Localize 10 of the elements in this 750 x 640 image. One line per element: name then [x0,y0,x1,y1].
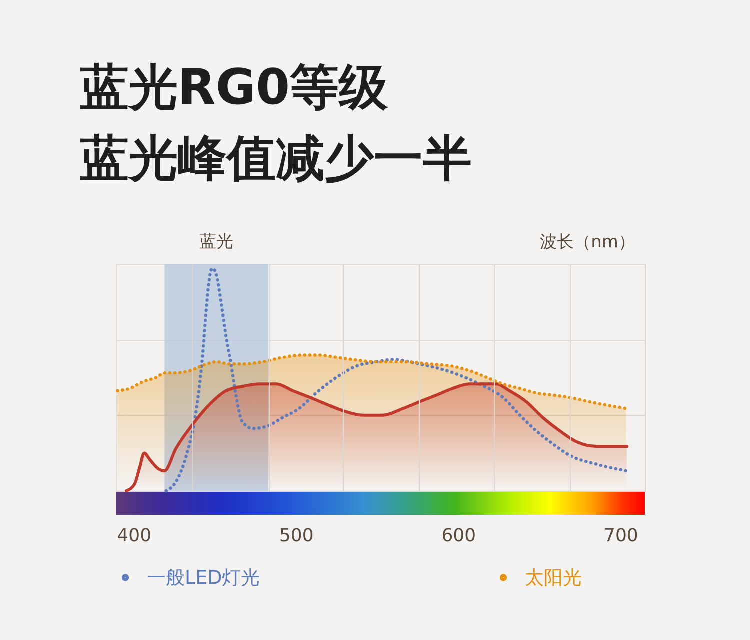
x-tick-label: 500 [279,526,314,546]
x-axis-title: 波长（nm） [540,232,636,252]
chart-title: 蓝光RG0等级 [80,59,390,116]
legend-label: 太阳光 [525,566,582,589]
legend-label: 一般LED灯光 [147,566,260,589]
chart-subtitle: 蓝光峰值减少一半 [80,130,472,187]
x-tick-label: 700 [604,526,638,546]
x-tick-label: 400 [117,526,152,546]
band-label: 蓝光 [200,232,234,252]
x-tick-label: 600 [442,526,476,546]
